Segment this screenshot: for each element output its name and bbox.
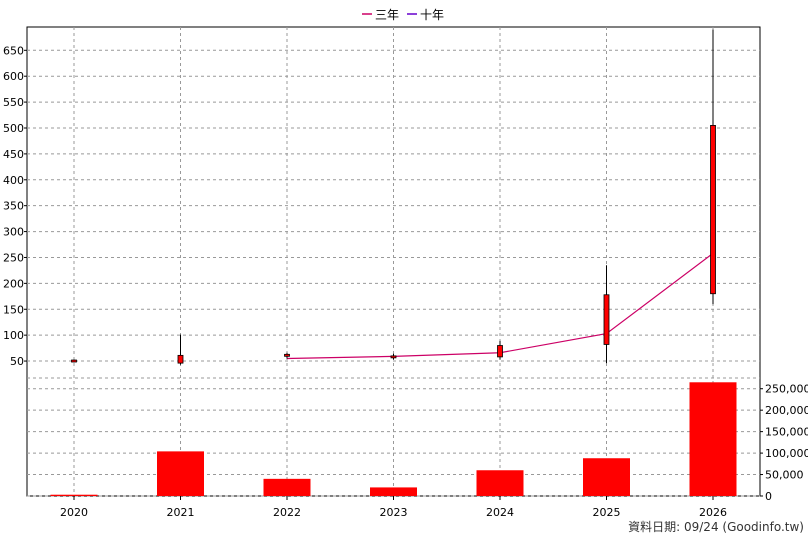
price-tick-label: 100 xyxy=(3,329,24,342)
candlestick xyxy=(71,359,77,363)
price-tick-label: 600 xyxy=(3,70,24,83)
x-tick-label: 2020 xyxy=(60,506,88,519)
price-tick-label: 150 xyxy=(3,303,24,316)
price-tick-label: 200 xyxy=(3,277,24,290)
legend-label-three-year: 三年 xyxy=(375,8,399,22)
candle-body xyxy=(497,345,503,358)
candle-body xyxy=(710,125,716,295)
volume-y-axis: 0 50,000 100,000 150,000 200,000 250,000 xyxy=(760,383,808,503)
x-tick-label: 2026 xyxy=(699,506,727,519)
x-tick-label: 2022 xyxy=(273,506,301,519)
price-tick-label: 300 xyxy=(3,226,24,239)
volume-bar xyxy=(476,470,524,496)
volume-tick-label: 250,000 xyxy=(765,383,808,396)
price-tick-label: 650 xyxy=(3,44,24,57)
legend-label-ten-year: 十年 xyxy=(420,8,444,22)
x-axis: 2020 2021 2022 2023 2024 2025 2026 xyxy=(60,496,727,519)
volume-tick-label: 200,000 xyxy=(765,404,808,417)
volume-bar xyxy=(157,451,204,496)
candlestick xyxy=(603,265,610,364)
volume-bars xyxy=(50,382,737,496)
candle-body xyxy=(390,355,397,359)
volume-bar xyxy=(689,382,737,496)
x-tick-label: 2021 xyxy=(167,506,195,519)
volume-tick-label: 0 xyxy=(765,490,772,503)
legend: 三年 十年 xyxy=(362,8,444,22)
grid-lines xyxy=(27,27,760,497)
price-tick-label: 400 xyxy=(3,174,24,187)
price-tick-label: 350 xyxy=(3,200,24,213)
candlestick xyxy=(177,334,184,365)
volume-bar xyxy=(263,478,311,496)
candlestick xyxy=(390,353,397,360)
price-tick-label: 550 xyxy=(3,96,24,109)
candlestick xyxy=(710,29,716,305)
candle-body xyxy=(71,359,77,363)
volume-bar xyxy=(583,458,630,496)
candle-body xyxy=(603,294,610,345)
price-tick-label: 450 xyxy=(3,148,24,161)
candlesticks xyxy=(71,29,716,365)
volume-tick-label: 50,000 xyxy=(765,469,804,482)
price-tick-label: 250 xyxy=(3,251,24,264)
candle-body xyxy=(177,354,184,364)
volume-bar xyxy=(50,494,98,496)
volume-tick-label: 100,000 xyxy=(765,447,808,460)
price-tick-label: 500 xyxy=(3,122,24,135)
candlestick xyxy=(497,340,503,360)
price-y-axis: 50 100 150 200 250 300 350 400 450 500 550 600 650 xyxy=(3,44,27,368)
volume-bar xyxy=(370,487,417,496)
candle-body xyxy=(284,353,290,357)
x-tick-label: 2024 xyxy=(486,506,514,519)
x-tick-label: 2023 xyxy=(380,506,408,519)
price-tick-label: 50 xyxy=(10,355,24,368)
x-tick-label: 2025 xyxy=(593,506,621,519)
candlestick xyxy=(284,352,290,359)
volume-tick-label: 150,000 xyxy=(765,426,808,439)
footer-source: 資料日期: 09/24 (Goodinfo.tw) xyxy=(628,520,804,534)
